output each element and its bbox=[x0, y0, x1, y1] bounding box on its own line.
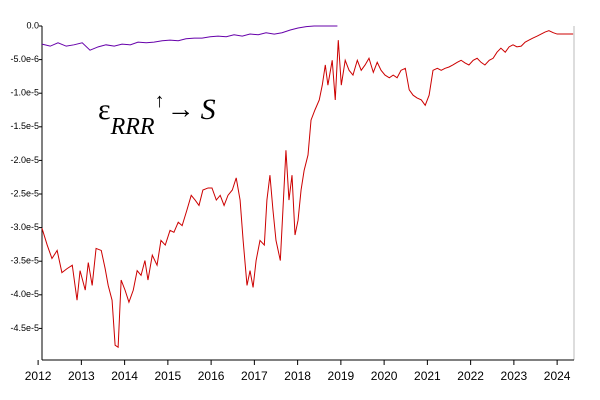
x-tick-label: 2013 bbox=[68, 369, 95, 383]
x-tick-label: 2019 bbox=[328, 369, 355, 383]
y-tick-label: -4.5e-5 bbox=[10, 323, 39, 333]
annotation-symbol: ε bbox=[98, 93, 111, 126]
x-tick-label: 2020 bbox=[371, 369, 398, 383]
line-series bbox=[41, 25, 338, 51]
x-tick-label: 2023 bbox=[501, 369, 528, 383]
x-tick-label: 2021 bbox=[414, 369, 441, 383]
y-tick-label: 0.0 bbox=[26, 20, 39, 30]
y-tick-label: -3.0e-5 bbox=[10, 222, 39, 232]
annotation-target: S bbox=[201, 93, 216, 126]
annotation-rest: → bbox=[167, 94, 195, 125]
x-tick-label: 2012 bbox=[25, 369, 52, 383]
y-tick-label: -2.0e-5 bbox=[10, 155, 39, 165]
annotation-subscript: RRR bbox=[110, 114, 155, 140]
y-tick-label: -3.5e-5 bbox=[10, 256, 39, 266]
y-tick-label: -4.0e-5 bbox=[10, 289, 39, 299]
x-tick-label: 2024 bbox=[544, 369, 571, 383]
y-tick-label: -1.5e-5 bbox=[10, 121, 39, 131]
line-series bbox=[41, 30, 574, 349]
x-tick-label: 2015 bbox=[155, 369, 182, 383]
x-tick-label: 2017 bbox=[241, 369, 268, 383]
x-tick-label: 2018 bbox=[284, 369, 311, 383]
annotation-arrow: ↑ bbox=[155, 90, 165, 112]
y-tick-label: -2.5e-5 bbox=[10, 188, 39, 198]
x-tick-label: 2016 bbox=[198, 369, 225, 383]
annotation: εRRR↑→ S bbox=[98, 90, 216, 140]
y-tick-label: -1.0e-5 bbox=[10, 88, 39, 98]
y-tick-label: -5.0e-6 bbox=[10, 54, 39, 64]
x-tick-label: 2014 bbox=[111, 369, 138, 383]
x-tick-label: 2022 bbox=[457, 369, 484, 383]
